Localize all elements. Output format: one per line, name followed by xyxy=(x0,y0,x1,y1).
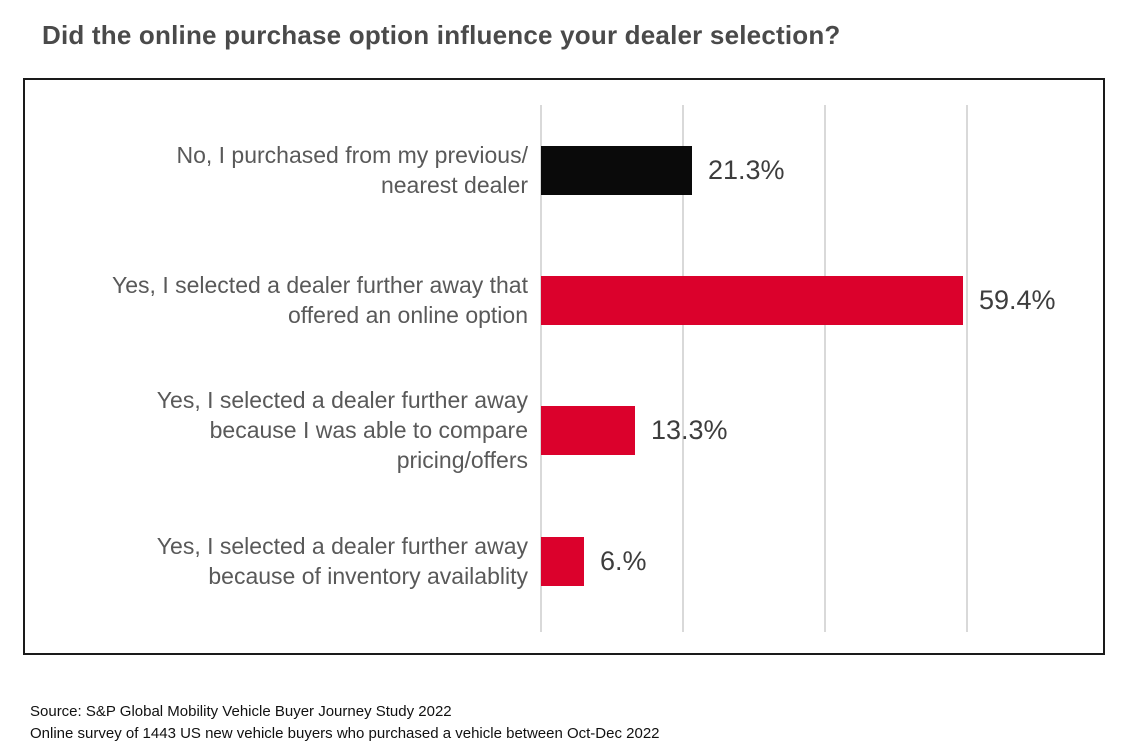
source-note: Source: S&P Global Mobility Vehicle Buye… xyxy=(30,701,660,745)
source-line-1: Source: S&P Global Mobility Vehicle Buye… xyxy=(30,703,452,720)
gridline-60pct xyxy=(966,105,968,632)
chart-frame: No, I purchased from my previous/ neares… xyxy=(23,78,1105,655)
bar xyxy=(541,536,584,586)
category-label: No, I purchased from my previous/ neares… xyxy=(176,142,528,198)
source-line-2: Online survey of 1443 US new vehicle buy… xyxy=(30,725,660,742)
gridline-20pct xyxy=(682,105,684,632)
category-label: Yes, I selected a dealer further away th… xyxy=(112,272,528,328)
bar-row: No, I purchased from my previous/ neares… xyxy=(25,105,1103,235)
value-label: 13.3% xyxy=(651,414,728,445)
gridline-40pct xyxy=(824,105,826,632)
category-label: Yes, I selected a dealer further away be… xyxy=(156,387,528,473)
plot-area: No, I purchased from my previous/ neares… xyxy=(25,80,1103,653)
value-label: 21.3% xyxy=(708,154,785,185)
bar xyxy=(541,405,635,455)
bar-row: Yes, I selected a dealer further away be… xyxy=(25,365,1103,495)
value-label: 59.4% xyxy=(979,284,1056,315)
bar-row: Yes, I selected a dealer further away th… xyxy=(25,235,1103,365)
bar xyxy=(541,275,963,325)
bar-row: Yes, I selected a dealer further away be… xyxy=(25,496,1103,626)
value-label: 6.% xyxy=(600,545,647,576)
gridline-0pct xyxy=(540,105,542,632)
bar xyxy=(541,145,692,195)
chart-title: Did the online purchase option influence… xyxy=(42,20,841,50)
category-label: Yes, I selected a dealer further away be… xyxy=(156,533,528,589)
